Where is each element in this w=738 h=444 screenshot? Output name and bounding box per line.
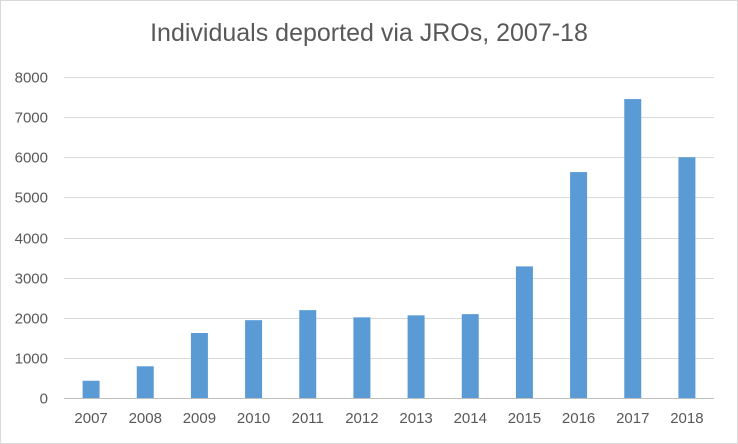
x-tick-label: 2016 (562, 410, 595, 427)
bar-2013 (407, 315, 425, 398)
y-tick-label: 2000 (15, 311, 48, 328)
bar-2015 (515, 266, 533, 398)
bar-2010 (245, 320, 263, 398)
bar-2018 (678, 157, 696, 398)
x-tick-label: 2010 (237, 410, 270, 427)
bar-2011 (299, 310, 317, 398)
y-tick-label: 6000 (15, 150, 48, 167)
bar-2014 (461, 314, 479, 398)
x-tick-label: 2009 (183, 410, 216, 427)
chart-title: Individuals deported via JROs, 2007-18 (150, 19, 588, 47)
y-tick-label: 1000 (15, 351, 48, 368)
bar-2007 (82, 380, 100, 398)
y-tick-label: 3000 (15, 271, 48, 288)
y-tick-label: 4000 (15, 231, 48, 248)
x-tick-label: 2015 (508, 410, 541, 427)
tick-labels: 0 1000 2000 3000 4000 5000 6000 7000 8000 2007 200… (15, 70, 704, 428)
bar-2016 (570, 172, 588, 398)
gridlines (64, 77, 714, 359)
x-tick-label: 2013 (399, 410, 432, 427)
bar-2009 (190, 332, 208, 398)
y-tick-label: 0 (40, 391, 48, 408)
x-tick-label: 2018 (670, 410, 703, 427)
x-tick-label: 2011 (292, 410, 324, 427)
bar-2017 (624, 99, 642, 398)
y-tick-label: 8000 (15, 70, 48, 87)
bar-2008 (136, 366, 154, 398)
x-tick-label: 2008 (129, 410, 162, 427)
y-tick-label: 7000 (15, 110, 48, 127)
bars (82, 99, 696, 398)
y-tick-label: 5000 (15, 190, 48, 207)
x-tick-label: 2007 (74, 410, 107, 427)
x-tick-label: 2012 (345, 410, 378, 427)
x-tick-label: 2017 (616, 410, 649, 427)
x-tick-label: 2014 (454, 410, 487, 427)
bar-2012 (353, 317, 371, 398)
